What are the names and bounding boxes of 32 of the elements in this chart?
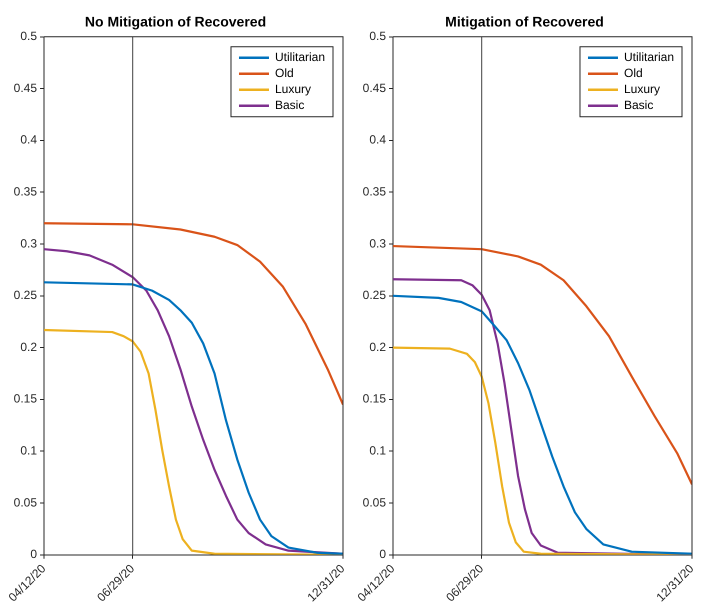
legend-label: Luxury — [274, 82, 312, 96]
legend-label: Basic — [274, 98, 304, 112]
y-tick-label: 0 — [30, 547, 38, 562]
y-tick-label: 0.25 — [362, 288, 386, 302]
y-tick-label: 0.5 — [20, 29, 38, 44]
y-tick-label: 0.1 — [369, 444, 386, 458]
y-tick-label: 0.4 — [369, 132, 386, 147]
y-tick-label: 0.2 — [20, 340, 38, 354]
y-tick-label: 0.3 — [369, 236, 386, 250]
y-tick-label: 0.45 — [14, 80, 38, 95]
legend-label: Basic — [624, 98, 654, 112]
legend-label: Old — [274, 66, 294, 80]
legend-label: Utilitarian — [274, 50, 325, 64]
legend-label: Old — [624, 66, 643, 80]
y-tick-label: 0.25 — [14, 288, 38, 302]
y-tick-label: 0.15 — [14, 392, 38, 406]
y-tick-label: 0.35 — [14, 184, 38, 199]
y-tick-label: 0.5 — [369, 29, 386, 44]
y-tick-label: 0.45 — [362, 80, 386, 95]
y-tick-label: 0.35 — [362, 184, 386, 199]
y-tick-label: 0.05 — [14, 495, 38, 510]
y-tick-label: 0.3 — [20, 236, 38, 250]
y-tick-label: 0.05 — [362, 495, 386, 510]
y-tick-label: 0.1 — [20, 444, 38, 458]
y-tick-label: 0.4 — [20, 132, 38, 147]
legend-label: Luxury — [624, 82, 660, 96]
y-tick-label: 0.15 — [362, 392, 386, 406]
chart-title: No Mitigation of Recovered — [84, 13, 266, 30]
y-tick-label: 0.2 — [369, 340, 386, 354]
chart-title: Mitigation of Recovered — [445, 13, 604, 30]
y-tick-label: 0 — [379, 547, 386, 562]
legend-label: Utilitarian — [624, 50, 674, 64]
